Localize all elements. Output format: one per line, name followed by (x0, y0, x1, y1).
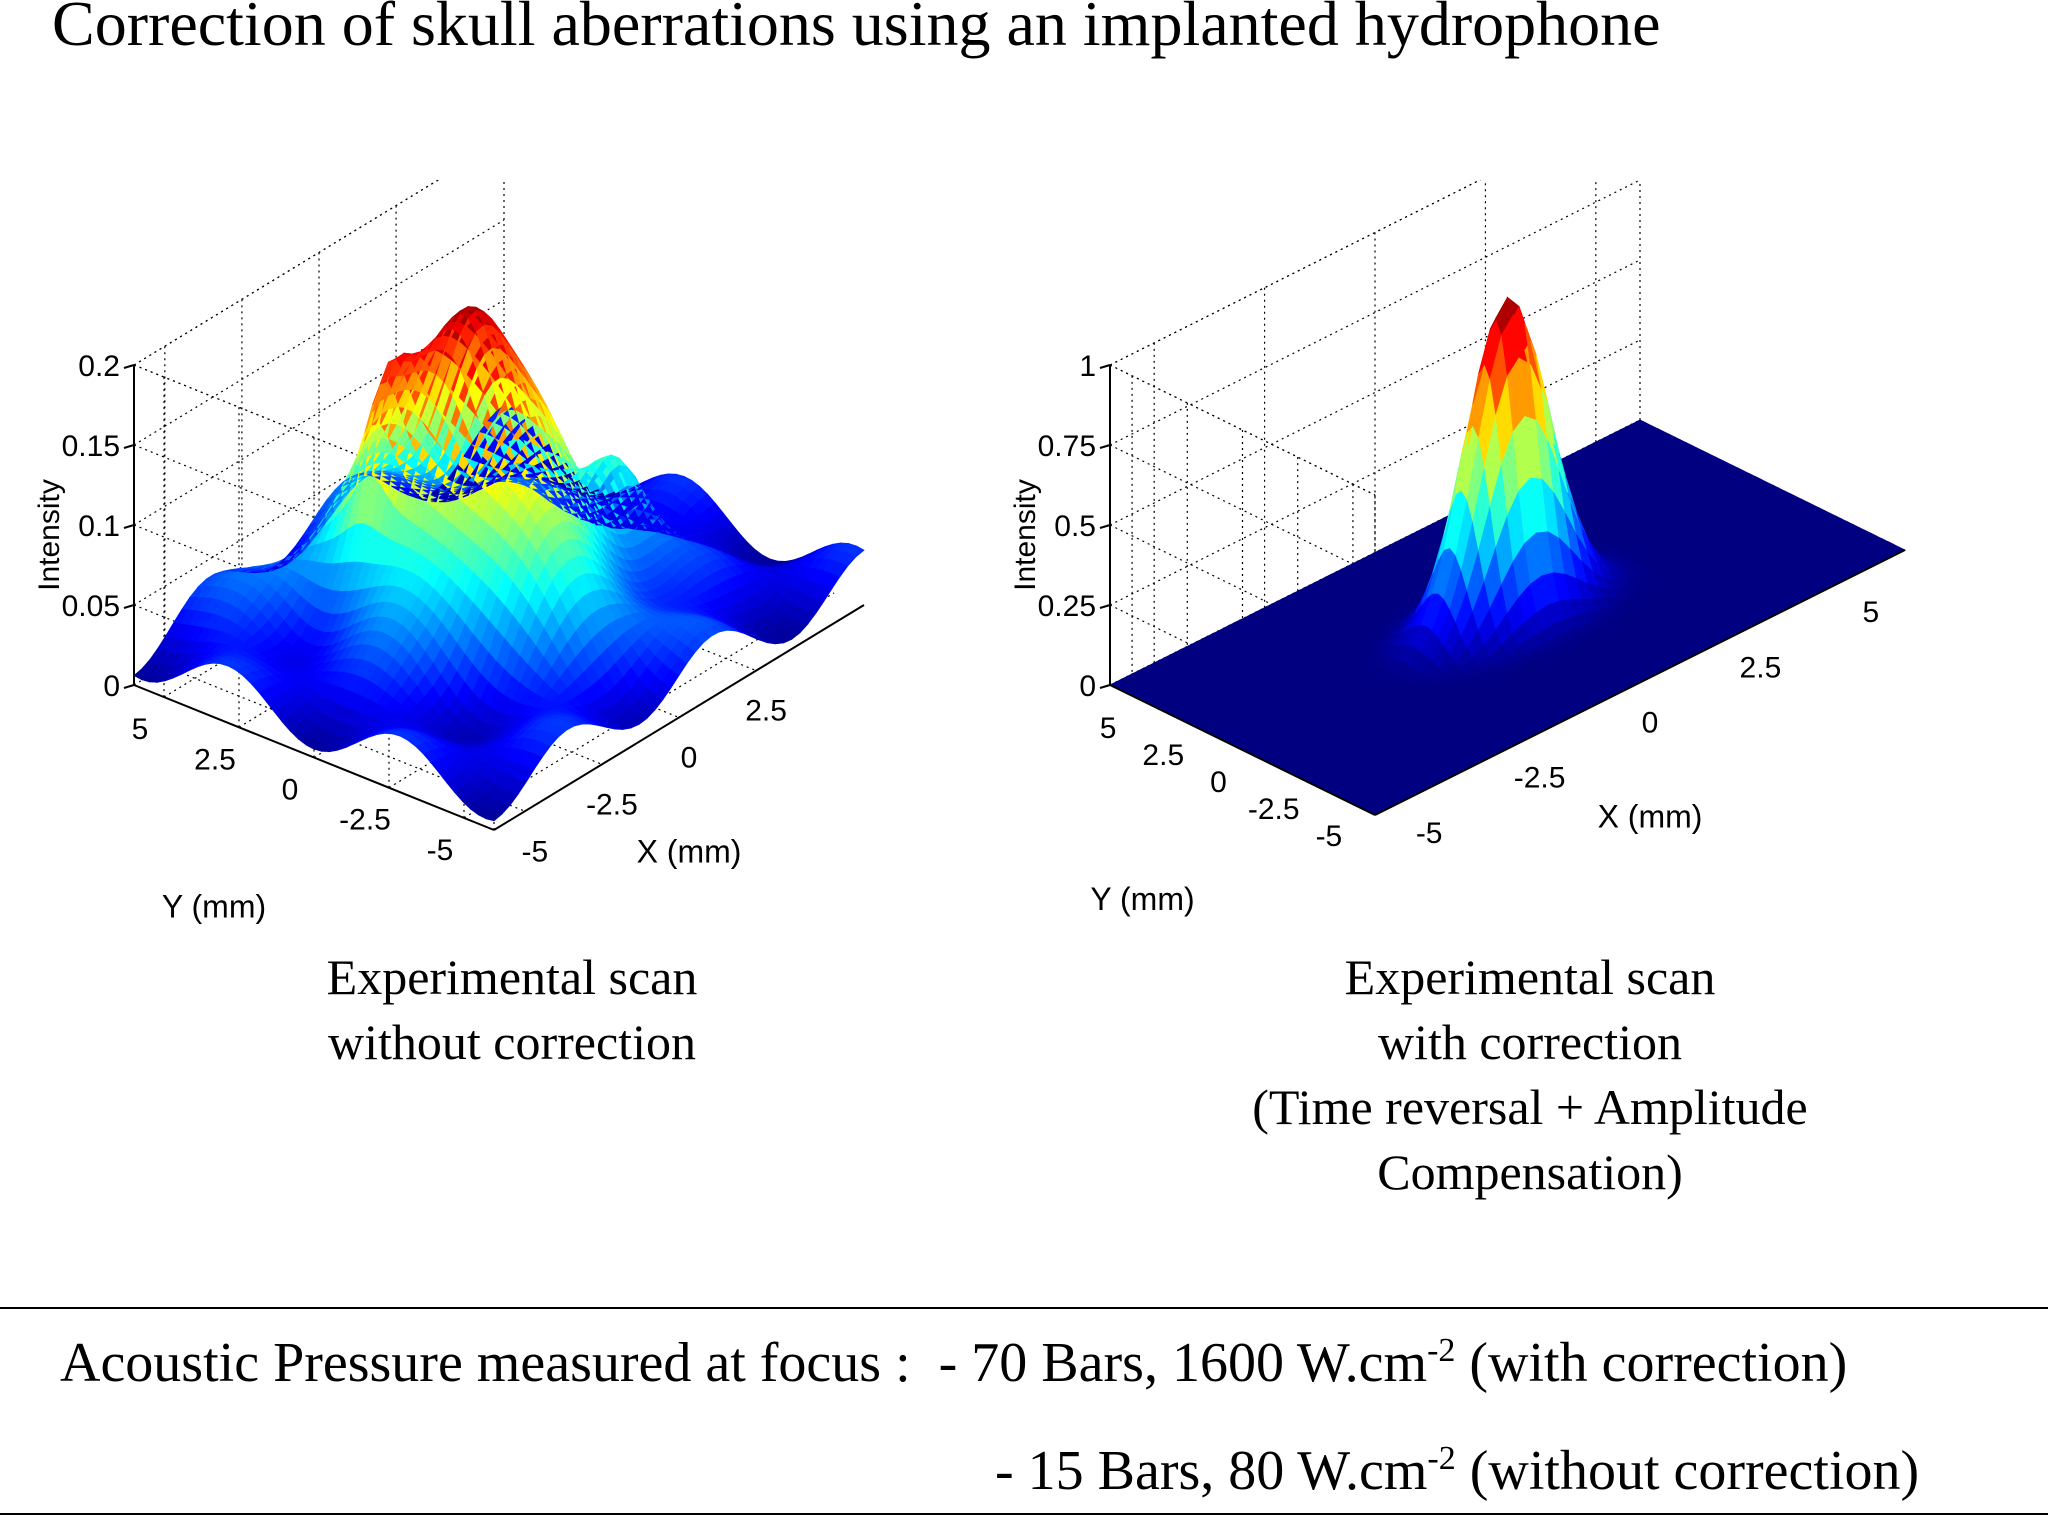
right-chart-ytick-0: 5 (1100, 712, 1117, 745)
right-chart-ytick-3: -2.5 (1248, 793, 1300, 826)
left-chart-ztick-4: 0.2 (78, 350, 120, 383)
pressure-exp-1: -2 (1427, 1332, 1456, 1369)
pressure-line-1: Acoustic Pressure measured at focus : - … (60, 1332, 1848, 1394)
left-chart-xtick-0: -5 (521, 835, 548, 868)
left-chart-xtick-2: 0 (681, 742, 698, 775)
caption-right: Experimental scan with correction (Time … (1180, 945, 1880, 1205)
left-chart-ytick-1: 2.5 (194, 743, 236, 776)
left-chart-ztick-3: 0.15 (62, 430, 120, 463)
caption-right-line-2: with correction (1377, 1014, 1683, 1070)
right-chart-ytick-2: 0 (1210, 766, 1227, 799)
pressure-label: Acoustic Pressure measured at focus : (60, 1332, 911, 1394)
slide-title: Correction of skull aberrations using an… (52, 0, 1661, 59)
right-chart-axes: 0 0.25 0.5 0.75 1 5 2.5 0 -2.5 -5 -5 -2.5 0 2.5 5 Inten… (1009, 350, 1906, 917)
left-chart-axes: 0 0.05 0.1 0.15 0.2 5 2.5 0 -2.5 -5 -5 -2.5 0 2.5 Inte… (33, 350, 865, 925)
left-chart-ztick-1: 0.05 (62, 590, 120, 623)
caption-left: Experimental scan without correction (212, 945, 812, 1075)
pressure-note-2: (without correction) (1469, 1440, 1920, 1502)
right-chart-ytick-1: 2.5 (1142, 739, 1184, 772)
right-chart-xtick-4: 5 (1862, 596, 1879, 629)
left-chart-surface (133, 306, 865, 822)
right-chart-xlabel: X (mm) (1598, 799, 1703, 835)
pressure-value-2: - 15 Bars, 80 W.cm (995, 1440, 1428, 1502)
pressure-note-1: (with correction) (1469, 1332, 1848, 1394)
left-chart-ylabel: Y (mm) (162, 889, 266, 925)
left-chart-zlabel: Intensity (33, 479, 66, 591)
right-chart-surface (1109, 296, 1906, 816)
left-chart-ytick-2: 0 (282, 774, 299, 807)
right-chart-ztick-2: 0.5 (1054, 510, 1096, 543)
chart-with-correction: 0 0.25 0.5 0.75 1 5 2.5 0 -2.5 -5 -5 -2.5 0 2.5 5 Inten… (1009, 180, 1906, 917)
left-chart-xtick-1: -2.5 (586, 788, 638, 821)
caption-left-line-2: without correction (328, 1014, 696, 1070)
left-chart-ytick-4: -5 (427, 834, 454, 867)
right-chart-ylabel: Y (mm) (1090, 881, 1194, 917)
caption-left-line-1: Experimental scan (326, 949, 698, 1005)
pressure-line-2: - 15 Bars, 80 W.cm-2 (without correction… (995, 1440, 1920, 1502)
right-chart-ztick-0: 0 (1079, 670, 1096, 703)
left-chart-ztick-0: 0 (103, 670, 120, 703)
right-chart-ztick-1: 0.25 (1038, 590, 1096, 623)
right-chart-xtick-1: -2.5 (1514, 762, 1566, 795)
left-chart-xtick-3: 2.5 (745, 695, 787, 728)
caption-right-line-1: Experimental scan (1344, 949, 1716, 1005)
caption-right-line-4: Compensation) (1377, 1144, 1683, 1200)
right-chart-ztick-3: 0.75 (1038, 430, 1096, 463)
left-chart-xlabel: X (mm) (637, 834, 742, 870)
pressure-exp-2: -2 (1427, 1440, 1456, 1477)
left-chart-ytick-0: 5 (132, 713, 149, 746)
right-chart-xtick-2: 0 (1642, 707, 1659, 740)
right-chart-xtick-3: 2.5 (1740, 651, 1782, 684)
right-chart-ztick-4: 1 (1079, 350, 1096, 383)
pressure-value-1: - 70 Bars, 1600 W.cm (938, 1332, 1428, 1394)
left-chart-ytick-3: -2.5 (339, 804, 391, 837)
right-chart-zlabel: Intensity (1009, 479, 1042, 591)
right-chart-ytick-4: -5 (1316, 820, 1343, 853)
chart-without-correction: 0 0.05 0.1 0.15 0.2 5 2.5 0 -2.5 -5 -5 -2.5 0 2.5 Inte… (33, 180, 865, 925)
bottom-rule (0, 1513, 2048, 1515)
left-chart-ztick-2: 0.1 (78, 510, 120, 543)
top-rule (0, 1307, 2048, 1309)
caption-right-line-3: (Time reversal + Amplitude (1252, 1079, 1808, 1135)
right-chart-xtick-0: -5 (1416, 817, 1443, 850)
